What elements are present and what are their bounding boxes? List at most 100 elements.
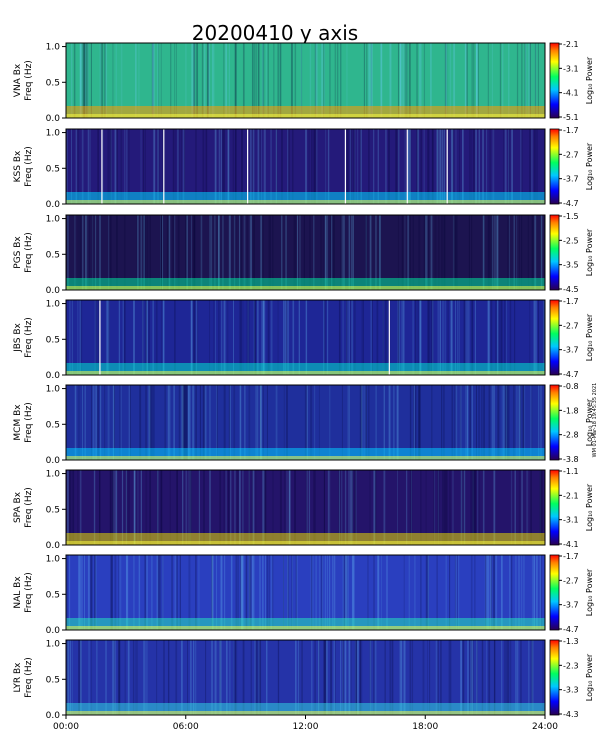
colorbar-tick-label: -3.1 bbox=[563, 516, 579, 525]
y-tick-label: 1.0 bbox=[46, 640, 61, 650]
freq-axis-label: Freq (Hz) bbox=[24, 317, 34, 358]
colorbar-tick-label: -5.1 bbox=[563, 113, 579, 122]
freq-axis-label: Freq (Hz) bbox=[24, 232, 34, 273]
station-label: VNA Bx bbox=[13, 63, 23, 97]
colorbar bbox=[549, 42, 560, 119]
y-tick-label: 0.5 bbox=[46, 590, 60, 600]
colorbar-tick-label: -2.8 bbox=[563, 431, 579, 440]
x-tick-label: 00:00 bbox=[53, 722, 79, 732]
freq-axis-label: Freq (Hz) bbox=[24, 657, 34, 698]
colorbar-tick-label: -2.1 bbox=[563, 491, 579, 500]
colorbar-label: Log₁₀ Power bbox=[585, 653, 594, 701]
colorbar bbox=[549, 214, 560, 291]
panel-7: 0.0 0.5 1.0 NAL Bx Freq (Hz) -1.7 -2.7 -3.7 -4.7… bbox=[13, 552, 594, 636]
panel-2: 0.0 0.5 1.0 KSS Bx Freq (Hz) -1.7 -2.7 -3.7 -4.7… bbox=[13, 126, 594, 210]
y-tick-label: 1.0 bbox=[46, 215, 61, 225]
spectrogram-background bbox=[66, 470, 545, 545]
y-tick-label: 0.5 bbox=[46, 675, 60, 685]
colorbar-tick-label: -4.7 bbox=[563, 370, 579, 379]
spectrogram-background bbox=[66, 300, 545, 375]
side-note: WM 01-Mar-18 19:45:35 2021 bbox=[592, 383, 598, 458]
colorbar-tick-label: -2.3 bbox=[563, 661, 579, 670]
colorbar-tick-label: -3.8 bbox=[563, 455, 579, 464]
colorbar-tick-label: -2.5 bbox=[563, 236, 579, 245]
station-label: JBS Bx bbox=[13, 322, 23, 352]
y-tick-label: 0.5 bbox=[46, 505, 60, 515]
freq-axis-label: Freq (Hz) bbox=[24, 60, 34, 101]
panel-frame bbox=[65, 214, 546, 291]
panel-5: 0.0 0.5 1.0 MCM Bx Freq (Hz) -0.8 -1.8 -2.8 -3.8… bbox=[13, 382, 594, 466]
spectrogram-background bbox=[66, 555, 545, 630]
colorbar-tick-label: -1.7 bbox=[563, 126, 579, 135]
colorbar-tick-label: -3.3 bbox=[563, 686, 579, 695]
y-tick-label: 1.0 bbox=[46, 129, 61, 139]
x-tick-label: 12:00 bbox=[293, 722, 319, 732]
panel-3: 0.0 0.5 1.0 PGS Bx Freq (Hz) -1.5 -2.5 -3.5 -4.5… bbox=[13, 212, 594, 296]
colorbar bbox=[549, 299, 560, 376]
colorbar-tick-label: -1.8 bbox=[563, 406, 579, 415]
y-tick-label: 0.5 bbox=[46, 78, 60, 88]
spectrogram-background bbox=[66, 640, 545, 715]
spectrogram-background bbox=[66, 385, 545, 460]
colorbar-tick-label: -3.7 bbox=[563, 346, 579, 355]
colorbar-tick-label: -1.5 bbox=[563, 212, 579, 221]
x-tick-label: 06:00 bbox=[173, 722, 199, 732]
freq-axis-label: Freq (Hz) bbox=[24, 487, 34, 528]
colorbar-label: Log₁₀ Power bbox=[585, 568, 594, 616]
colorbar-tick-label: -4.7 bbox=[563, 625, 579, 634]
y-tick-label: 0.0 bbox=[46, 711, 61, 721]
y-tick-label: 0.0 bbox=[46, 541, 61, 551]
panel-1: 0.0 0.5 1.0 VNA Bx Freq (Hz) -2.1 -3.1 -4.1 -5.1… bbox=[13, 40, 594, 124]
panel-8: 0.0 0.5 1.0 LYR Bx Freq (Hz) -1.3 -2.3 -3.3 -4.3… bbox=[13, 637, 594, 721]
y-tick-label: 0.0 bbox=[46, 456, 61, 466]
station-label: SPA Bx bbox=[13, 491, 23, 523]
y-tick-label: 1.0 bbox=[46, 300, 61, 310]
freq-axis-label: Freq (Hz) bbox=[24, 572, 34, 613]
y-tick-label: 0.0 bbox=[46, 626, 61, 636]
colorbar bbox=[549, 554, 560, 631]
colorbar bbox=[549, 128, 560, 205]
panel-frame bbox=[65, 554, 546, 631]
colorbar bbox=[549, 384, 560, 461]
x-axis: 00:00 06:00 12:00 18:00 24:00 bbox=[53, 715, 558, 732]
y-tick-label: 1.0 bbox=[46, 43, 61, 53]
y-tick-label: 0.5 bbox=[46, 250, 60, 260]
colorbar-tick-label: -1.7 bbox=[563, 297, 579, 306]
colorbar-tick-label: -4.1 bbox=[563, 89, 579, 98]
colorbar bbox=[549, 469, 560, 546]
y-tick-label: 1.0 bbox=[46, 555, 61, 565]
freq-axis-label: Freq (Hz) bbox=[24, 402, 34, 443]
colorbar-label: Log₁₀ Power bbox=[585, 483, 594, 531]
colorbar-tick-label: -1.7 bbox=[563, 552, 579, 561]
y-tick-label: 0.5 bbox=[46, 420, 60, 430]
colorbar-tick-label: -4.7 bbox=[563, 199, 579, 208]
spectrogram-background bbox=[66, 129, 545, 204]
station-label: LYR Bx bbox=[13, 662, 23, 693]
colorbar-label: Log₁₀ Power bbox=[585, 398, 594, 446]
panel-frame bbox=[65, 42, 546, 119]
colorbar-label: Log₁₀ Power bbox=[585, 142, 594, 190]
station-label: KSS Bx bbox=[13, 150, 23, 182]
panel-frame bbox=[65, 469, 546, 546]
panel-frame bbox=[65, 299, 546, 376]
y-tick-label: 1.0 bbox=[46, 385, 61, 395]
colorbar-tick-label: -3.5 bbox=[563, 261, 579, 270]
colorbar-tick-label: -0.8 bbox=[563, 382, 579, 391]
y-tick-label: 0.0 bbox=[46, 286, 61, 296]
panel-frame bbox=[65, 128, 546, 205]
x-tick-label: 24:00 bbox=[532, 722, 558, 732]
colorbar-label: Log₁₀ Power bbox=[585, 313, 594, 361]
colorbar-tick-label: -4.5 bbox=[563, 285, 579, 294]
panel-frame bbox=[65, 384, 546, 461]
colorbar-label: Log₁₀ Power bbox=[585, 228, 594, 276]
spectrogram-background bbox=[66, 43, 545, 118]
panel-6: 0.0 0.5 1.0 SPA Bx Freq (Hz) -1.1 -2.1 -3.1 -4.1… bbox=[13, 467, 594, 551]
y-tick-label: 0.5 bbox=[46, 335, 60, 345]
colorbar-tick-label: -3.7 bbox=[563, 175, 579, 184]
colorbar-label: Log₁₀ Power bbox=[585, 56, 594, 104]
y-tick-label: 1.0 bbox=[46, 470, 61, 480]
colorbar-tick-label: -2.1 bbox=[563, 40, 579, 49]
freq-axis-label: Freq (Hz) bbox=[24, 146, 34, 187]
